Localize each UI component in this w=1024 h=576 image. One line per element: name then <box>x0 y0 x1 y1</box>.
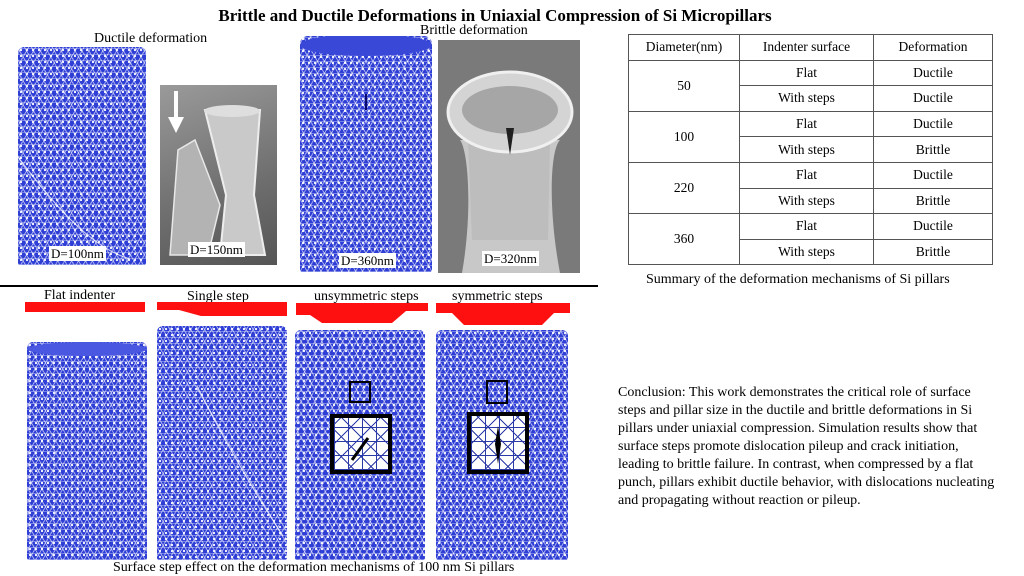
indenter-cell: With steps <box>739 136 874 163</box>
symmetric-steps-indenter <box>436 303 570 325</box>
table-row: 360 Flat Ductile <box>628 213 993 266</box>
diameter-cell: 220 <box>628 161 740 215</box>
deformation-cell: Ductile <box>873 161 993 189</box>
header-indenter: Indenter surface <box>739 34 874 61</box>
table-row: With steps Brittle <box>629 187 993 215</box>
sem-pillar-shape <box>169 105 267 256</box>
bottom-caption: Surface step effect on the deformation m… <box>113 560 515 575</box>
deformation-cell: Brittle <box>873 136 993 163</box>
pillar-top-face <box>27 342 147 356</box>
header-deformation: Deformation <box>873 34 993 61</box>
slip-line <box>18 156 131 260</box>
diameter-cell: 360 <box>628 213 740 266</box>
header-single-step: Single step <box>187 289 249 304</box>
deformation-cell: Brittle <box>873 187 993 215</box>
flat-indenter <box>25 302 145 312</box>
deformation-cell: Ductile <box>873 213 993 240</box>
sem-brittle-pillar <box>446 70 574 273</box>
brittle-caption: Brittle deformation <box>420 23 528 38</box>
deformation-cell: Brittle <box>873 238 993 266</box>
indenter-cell: Flat <box>739 59 874 87</box>
label-d360: D=360nm <box>339 253 396 268</box>
zoom-region-small <box>486 380 508 404</box>
indenter-cell: Flat <box>739 110 874 138</box>
single-step-indenter <box>157 302 287 316</box>
crack <box>365 94 367 110</box>
table-header-row: Diameter(nm) Indenter surface Deformatio… <box>628 34 993 61</box>
single-step-pillar <box>157 326 287 560</box>
summary-table: Diameter(nm) Indenter surface Deformatio… <box>628 34 993 266</box>
table-row: 50 Flat Ductile <box>628 59 993 112</box>
header-diameter: Diameter(nm) <box>628 34 740 61</box>
figure-title: Brittle and Ductile Deformations in Unia… <box>218 6 772 25</box>
indenter-cell: With steps <box>739 85 874 112</box>
header-symmetric-steps: symmetric steps <box>452 289 543 304</box>
label-d100: D=100nm <box>49 246 106 261</box>
slip-line <box>196 385 284 537</box>
sem-photo-150nm <box>160 85 277 265</box>
zoom-inset <box>467 412 529 474</box>
indenter-cell: Flat <box>739 213 874 240</box>
header-flat-indenter: Flat indenter <box>44 288 116 303</box>
label-d320: D=320nm <box>482 251 539 266</box>
flat-indenter-pillar <box>27 342 147 560</box>
table-row: 100 Flat Ductile <box>628 110 993 163</box>
table-row: With steps Ductile <box>629 85 993 112</box>
deformation-cell: Ductile <box>873 59 993 87</box>
section-divider <box>0 285 598 287</box>
ductile-caption: Ductile deformation <box>94 31 208 46</box>
indenter-cell: With steps <box>739 187 874 215</box>
brittle-sim-pillar <box>300 36 432 272</box>
down-arrow-icon <box>168 91 184 133</box>
deformation-cell: Ductile <box>873 85 993 112</box>
diameter-cell: 50 <box>628 59 740 112</box>
unsymmetric-steps-indenter <box>296 303 428 323</box>
ductile-sim-pillar <box>18 47 146 265</box>
zoom-inset <box>330 414 392 474</box>
sem-photo-320nm <box>438 40 580 273</box>
indenter-cell: With steps <box>739 238 874 266</box>
deformation-cell: Ductile <box>873 110 993 138</box>
pillar-top-face <box>300 36 432 56</box>
table-caption: Summary of the deformation mechanisms of… <box>646 272 950 287</box>
table-row: With steps Brittle <box>629 238 993 266</box>
crack <box>495 426 501 464</box>
zoom-region-small <box>349 381 371 403</box>
table-row: 220 Flat Ductile <box>628 161 993 215</box>
crack <box>350 437 370 461</box>
conclusion-text: Conclusion: This work demonstrates the c… <box>618 385 995 508</box>
diameter-cell: 100 <box>628 110 740 163</box>
label-d150: D=150nm <box>188 242 245 257</box>
indenter-cell: Flat <box>739 161 874 189</box>
header-unsymmetric-steps: unsymmetric steps <box>314 289 419 304</box>
